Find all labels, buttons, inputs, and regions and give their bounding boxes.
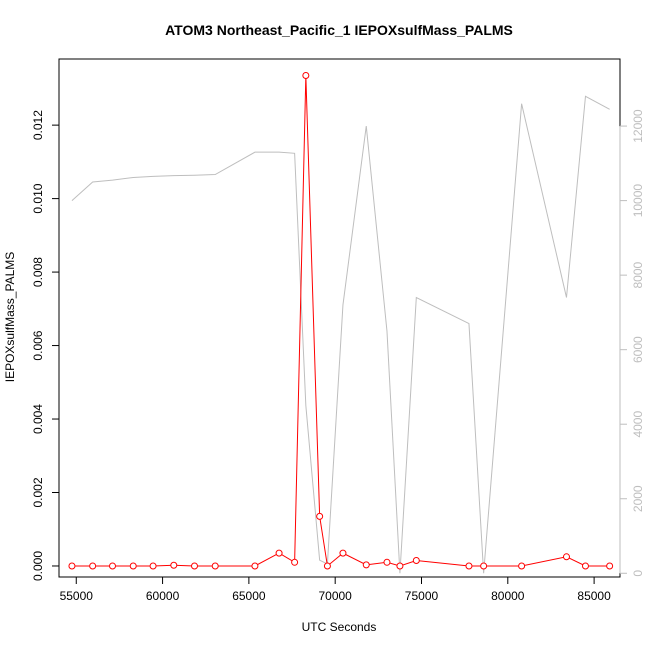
y2-tick-label: 0: [631, 570, 645, 577]
data-point: [109, 562, 117, 570]
x-axis-label: UTC Seconds: [302, 620, 377, 634]
x-tick-label: 85000: [577, 589, 611, 603]
x-tick-label: 80000: [491, 589, 525, 603]
x-axis: 55000 60000 65000 70000 75000 80000 85000: [60, 576, 611, 603]
plot-frame: [58, 58, 621, 578]
data-point: [339, 549, 347, 557]
y-tick-label: 0.012: [31, 110, 45, 140]
y2-tick-label: 4000: [631, 411, 645, 438]
x-tick-label: 60000: [146, 589, 180, 603]
data-point: [170, 561, 178, 569]
data-point: [149, 562, 157, 570]
y2-tick-label: 6000: [631, 336, 645, 363]
data-point: [581, 562, 589, 570]
data-point: [316, 512, 324, 520]
data-point: [291, 558, 299, 566]
data-point: [562, 553, 570, 561]
y-tick-label: 0.004: [31, 404, 45, 434]
series-line-0: [71, 75, 610, 567]
data-point: [129, 562, 137, 570]
chart-title: ATOM3 Northeast_Pacific_1 IEPOXsulfMass_…: [165, 22, 513, 38]
data-point: [275, 549, 283, 557]
series-layer: [68, 72, 614, 574]
data-point: [302, 72, 310, 80]
data-point: [68, 562, 76, 570]
data-point: [89, 562, 97, 570]
data-point: [606, 562, 614, 570]
y2-tick-label: 8000: [631, 261, 645, 288]
x-tick-label: 75000: [405, 589, 439, 603]
data-point: [480, 562, 488, 570]
y-tick-label: 0.000: [31, 551, 45, 581]
x-tick-label: 65000: [232, 589, 266, 603]
y-axis-label: IEPOXsulfMass_PALMS: [3, 252, 17, 383]
x-tick-label: 70000: [318, 589, 352, 603]
data-point: [211, 562, 219, 570]
data-point: [323, 562, 331, 570]
y2-tick-label: 12000: [631, 109, 645, 143]
y2-tick-label: 2000: [631, 485, 645, 512]
x-tick-label: 55000: [60, 589, 94, 603]
data-point: [518, 562, 526, 570]
data-point: [362, 561, 370, 569]
data-point: [396, 562, 404, 570]
data-point: [191, 562, 199, 570]
y-tick-label: 0.010: [31, 183, 45, 213]
series-line-1: [71, 95, 610, 574]
data-point: [412, 556, 420, 564]
y-tick-label: 0.008: [31, 257, 45, 287]
y2-axis: 0 2000 4000 6000 8000 10000 12000: [619, 109, 645, 577]
data-point: [383, 558, 391, 566]
data-point: [465, 562, 473, 570]
y-tick-label: 0.006: [31, 330, 45, 360]
data-point: [251, 562, 259, 570]
y-tick-label: 0.002: [31, 477, 45, 507]
y2-tick-label: 10000: [631, 184, 645, 218]
y-axis: 0.000 0.002 0.004 0.006 0.008 0.010 0.012: [31, 110, 60, 581]
